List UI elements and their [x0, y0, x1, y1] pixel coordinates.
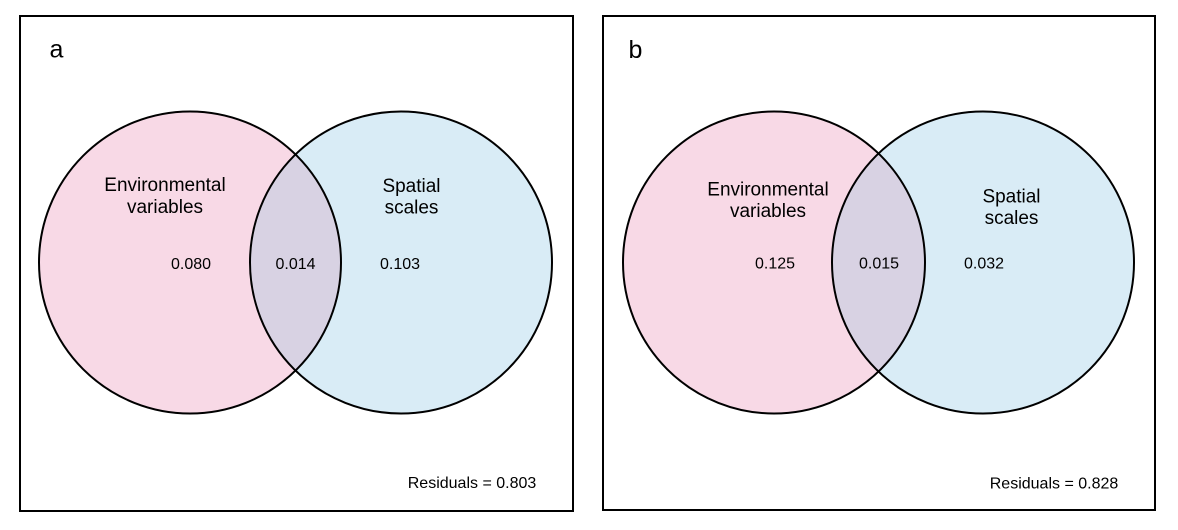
svg-text:Environmental: Environmental: [707, 180, 828, 201]
svg-text:Residuals = 0.803: Residuals = 0.803: [408, 475, 537, 492]
svg-text:b: b: [629, 36, 643, 64]
svg-text:0.125: 0.125: [755, 256, 795, 273]
svg-text:scales: scales: [985, 208, 1039, 229]
svg-text:Environmental: Environmental: [104, 175, 225, 196]
svg-text:Spatial: Spatial: [982, 187, 1040, 208]
svg-text:0.015: 0.015: [859, 256, 899, 273]
svg-text:0.103: 0.103: [380, 256, 420, 273]
svg-text:variables: variables: [730, 201, 806, 222]
svg-text:0.014: 0.014: [275, 256, 315, 273]
svg-text:0.032: 0.032: [964, 256, 1004, 273]
svg-text:Residuals = 0.828: Residuals = 0.828: [990, 476, 1119, 493]
svg-text:a: a: [50, 36, 64, 64]
svg-text:scales: scales: [385, 198, 439, 219]
svg-text:variables: variables: [127, 197, 203, 218]
svg-text:Spatial: Spatial: [382, 176, 440, 197]
svg-text:0.080: 0.080: [171, 256, 211, 273]
